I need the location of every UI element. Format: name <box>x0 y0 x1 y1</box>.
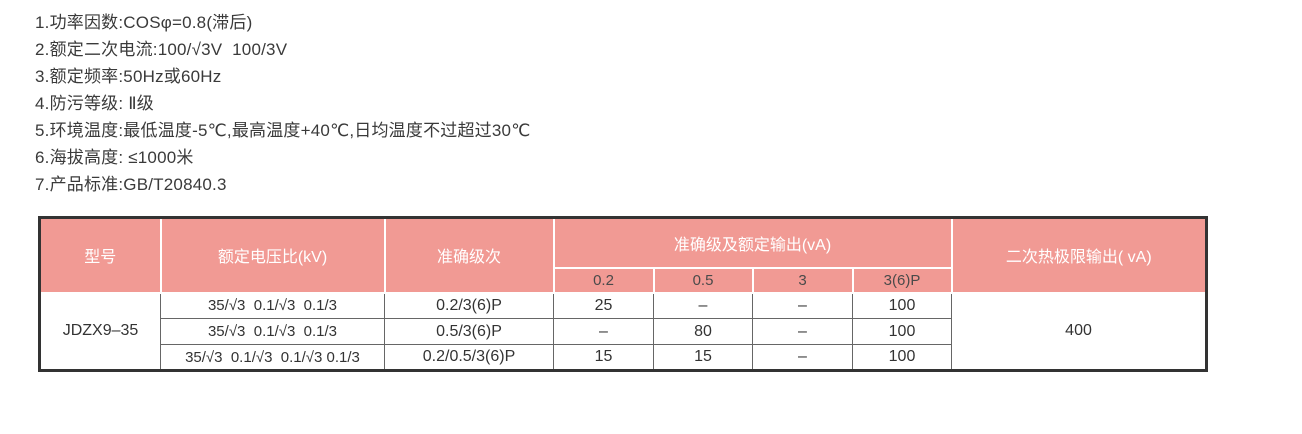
cell-accuracy-class: 0.2/3(6)P <box>384 292 554 319</box>
cell-output-3-6p: 100 <box>851 344 953 371</box>
cell-output-0-5: 80 <box>653 318 753 345</box>
table-row: 35/√3 0.1/√3 0.1/3 0.5/3(6)P – 80 – 100 <box>40 318 1207 345</box>
spec-line-altitude: 6.海拔高度: ≤1000米 <box>35 148 194 167</box>
cell-output-3-6p: 100 <box>851 318 953 345</box>
spec-line-pollution-class: 4.防污等级: Ⅱ级 <box>35 94 154 113</box>
table-row: JDZX9–35 35/√3 0.1/√3 0.1/3 0.2/3(6)P 25… <box>39 292 1208 371</box>
spec-list: 1.功率因数:COSφ=0.8(滞后) 2.额定二次电流:100/√3V 100… <box>35 9 530 198</box>
cell-ratio: 35/√3 0.1/√3 0.1/3 <box>160 292 385 319</box>
spec-table: 型号 额定电压比(kV) 准确级次 准确级及额定输出(vA) 二次热极限输出( … <box>38 216 1209 372</box>
subcol-header-3-6p: 3(6)P <box>851 266 953 294</box>
cell-output-3: – <box>752 344 853 371</box>
cell-output-3: – <box>752 292 853 319</box>
cell-ratio: 35/√3 0.1/√3 0.1/√3 0.1/3 <box>160 344 385 371</box>
spec-line-power-factor: 1.功率因数:COSφ=0.8(滞后) <box>35 13 253 32</box>
cell-output-0-5: – <box>653 292 753 319</box>
cell-accuracy-class: 0.5/3(6)P <box>384 318 554 345</box>
table-row: 35/√3 0.1/√3 0.1/√3 0.1/3 0.2/0.5/3(6)P … <box>40 344 1207 371</box>
cell-model: JDZX9–35 <box>39 292 161 371</box>
cell-thermal-limit: 400 <box>951 292 1208 371</box>
subcol-header-0-2: 0.2 <box>552 266 655 294</box>
col-header-thermal-output: 二次热极限输出( vA) <box>950 216 1208 294</box>
spec-table-container: 型号 额定电压比(kV) 准确级次 准确级及额定输出(vA) 二次热极限输出( … <box>38 216 1209 372</box>
spec-line-ambient-temp: 5.环境温度:最低温度-5℃,最高温度+40℃,日均温度不过超过30℃ <box>35 121 531 140</box>
col-header-accuracy-class: 准确级次 <box>383 216 555 294</box>
cell-output-3-6p: 100 <box>851 292 953 319</box>
spec-line-secondary-current: 2.额定二次电流:100/√3V 100/3V <box>35 40 288 59</box>
col-header-model: 型号 <box>38 216 162 294</box>
cell-accuracy-class: 0.2/0.5/3(6)P <box>384 344 554 371</box>
cell-output-0-5: 15 <box>653 344 753 371</box>
cell-ratio: 35/√3 0.1/√3 0.1/3 <box>160 318 385 345</box>
spec-line-product-standard: 7.产品标准:GB/T20840.3 <box>35 175 227 194</box>
cell-output-0-2: 25 <box>553 292 654 319</box>
cell-output-0-2: – <box>553 318 654 345</box>
spec-line-frequency: 3.额定频率:50Hz或60Hz <box>35 67 222 86</box>
subcol-header-3: 3 <box>751 266 854 294</box>
col-header-voltage-ratio: 额定电压比(kV) <box>159 216 386 294</box>
cell-output-0-2: 15 <box>553 344 654 371</box>
subcol-header-0-5: 0.5 <box>652 266 754 294</box>
col-header-accuracy-output-group: 准确级及额定输出(vA) <box>552 216 953 269</box>
cell-output-3: – <box>752 318 853 345</box>
